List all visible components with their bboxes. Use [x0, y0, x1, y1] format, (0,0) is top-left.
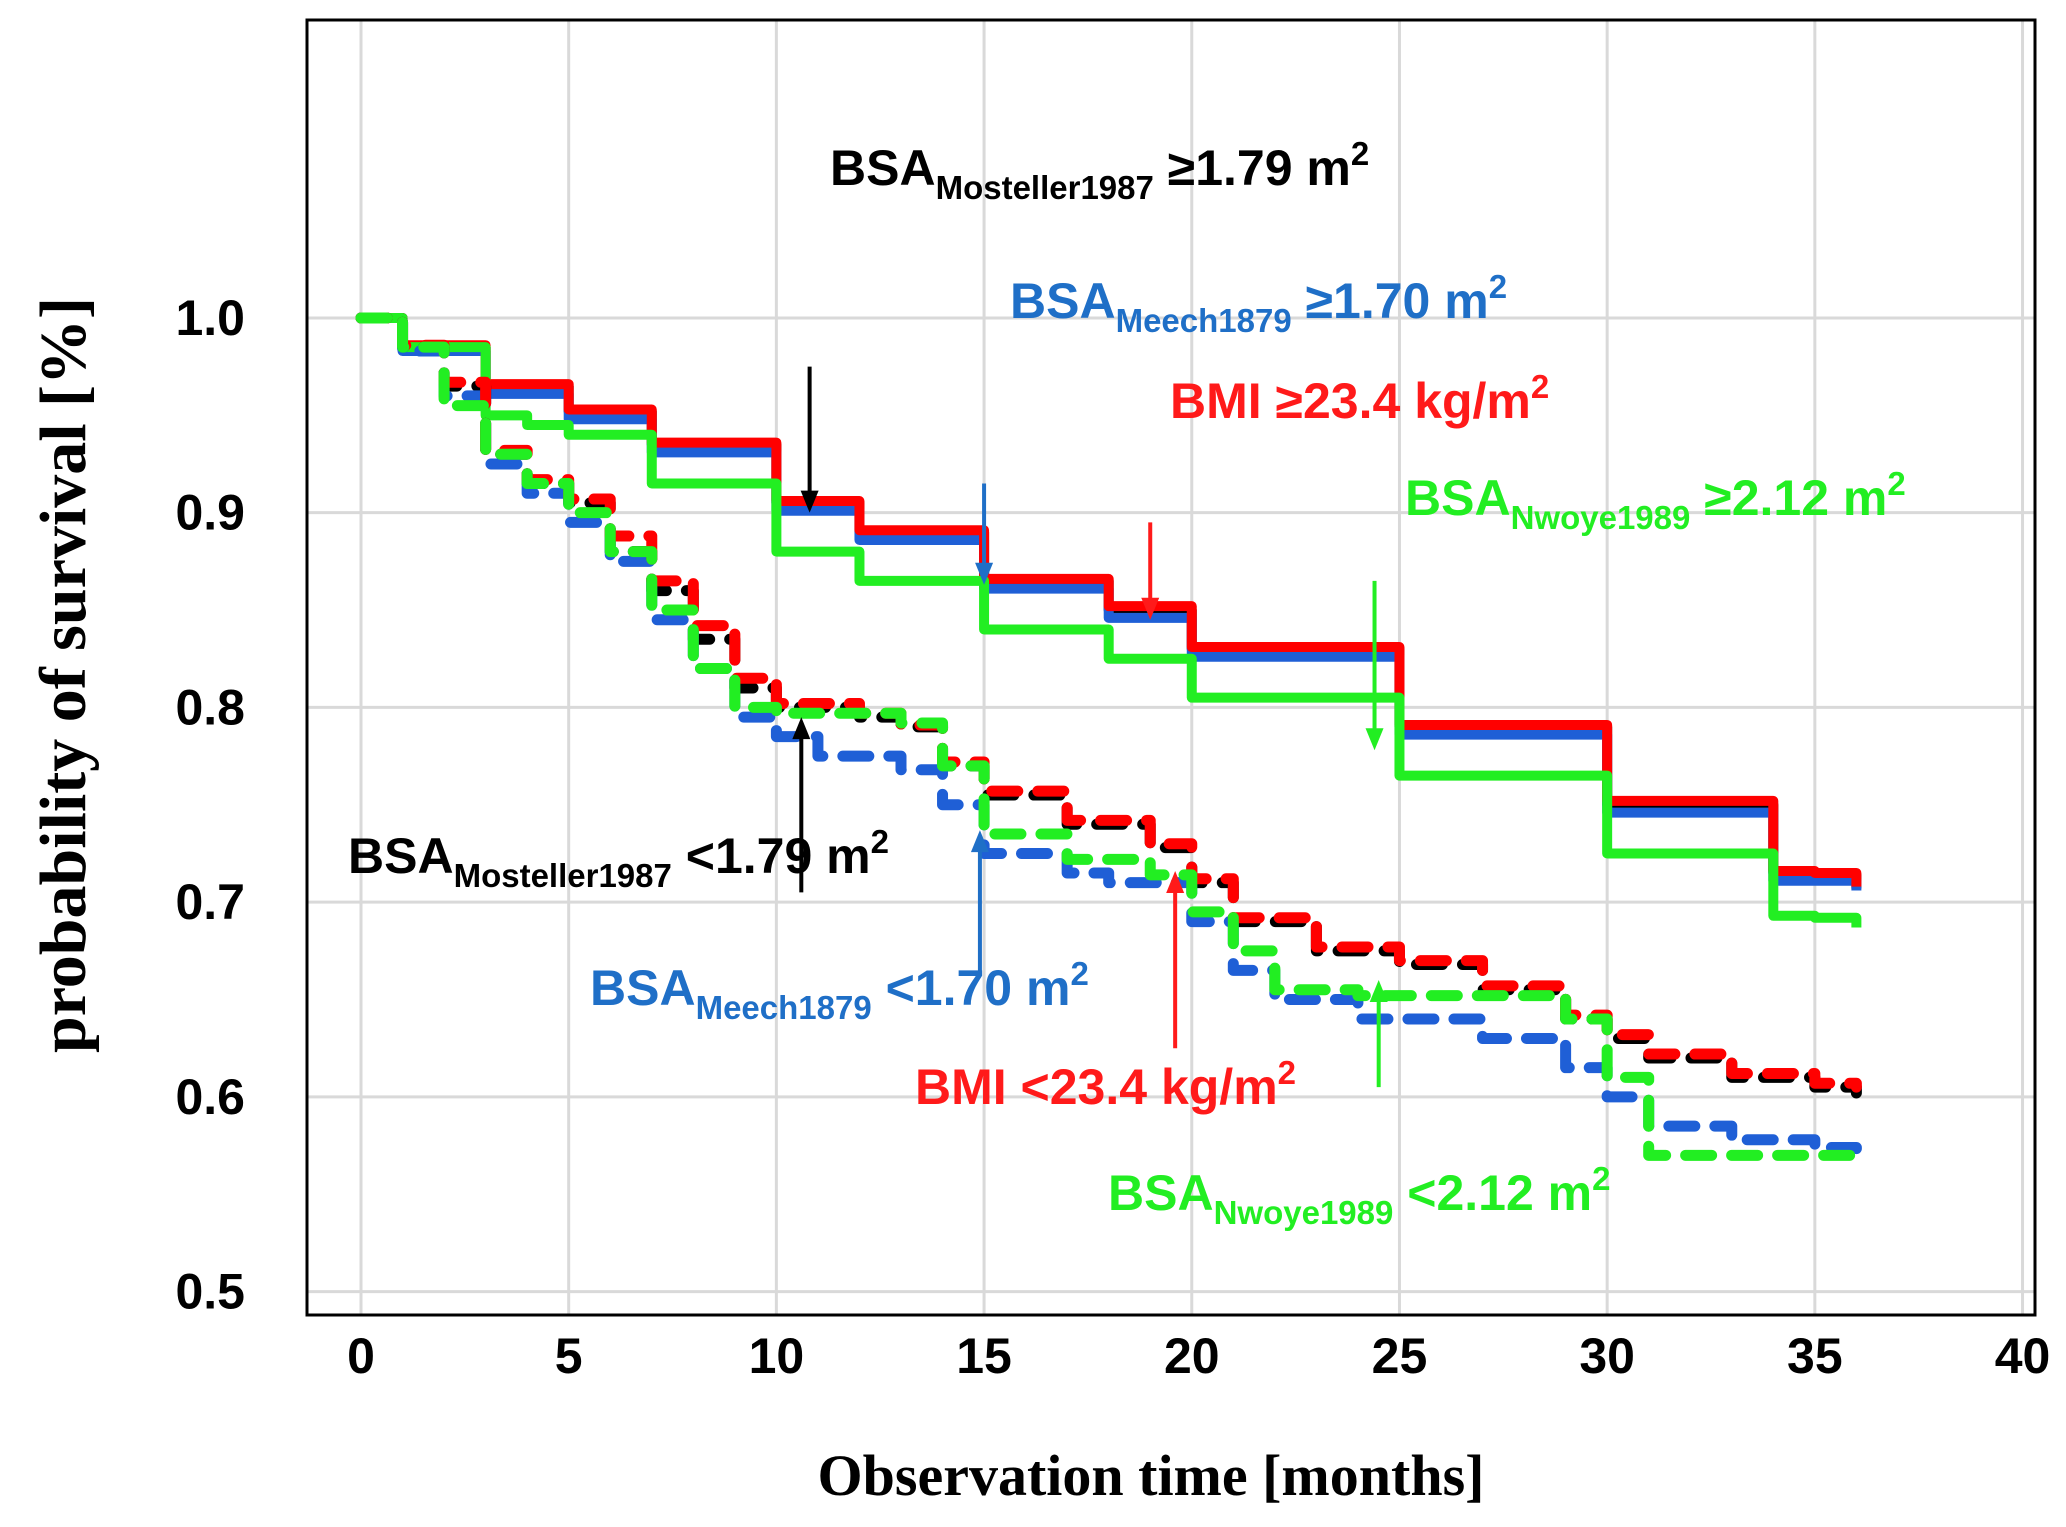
x-tick-label: 10 [749, 1328, 805, 1384]
annotation-label: BSANwoye1989 <2.12 m2 [1108, 1160, 1610, 1231]
annotation-label: BMI ≥23.4 kg/m2 [1170, 368, 1549, 429]
y-tick-labels: 1.0 0.9 0.8 0.7 0.6 0.5 [175, 290, 245, 1320]
annotation-arrow-head [1166, 871, 1185, 893]
annotation-label: BSANwoye1989 ≥2.12 m2 [1405, 465, 1906, 536]
grid-lines [307, 20, 2035, 1315]
x-tick-label: 20 [1164, 1328, 1220, 1384]
y-tick-label: 0.6 [175, 1069, 245, 1125]
annotation-label: BSAMosteller1987 <1.79 m2 [348, 823, 889, 894]
annotation-arrow-head [1365, 728, 1384, 751]
annotation-label: BMI <23.4 kg/m2 [915, 1054, 1296, 1115]
annotation-arrow-head [1369, 980, 1388, 1003]
series-line-2 [361, 312, 1862, 887]
annotation-label: BSAMosteller1987 ≥1.79 m2 [830, 135, 1369, 206]
series-group [355, 312, 1862, 1161]
annotation-arrow-head [1141, 597, 1160, 620]
y-tick-label: 0.8 [175, 679, 245, 735]
annotation-label: BSAMeech1879 ≥1.70 m2 [1010, 268, 1507, 339]
x-tick-label: 35 [1787, 1328, 1843, 1384]
annotation-labels: BSAMosteller1987 ≥1.79 m2 BSAMeech1879 ≥1… [348, 135, 1906, 1231]
plot-frame [305, 18, 2037, 1317]
x-tick-label: 5 [555, 1328, 583, 1384]
series-line-7 [355, 312, 1862, 1161]
x-tick-label: 25 [1372, 1328, 1428, 1384]
annotation-label: BSAMeech1879 <1.70 m2 [590, 955, 1089, 1026]
x-tick-label: 30 [1579, 1328, 1635, 1384]
y-tick-label: 0.7 [175, 874, 245, 930]
x-tick-labels: 0 5 10 15 20 25 30 35 40 [347, 1328, 2050, 1384]
series-line-5 [355, 312, 1862, 1157]
x-tick-label: 15 [956, 1328, 1012, 1384]
y-tick-label: 0.9 [175, 485, 245, 541]
y-tick-label: 0.5 [175, 1264, 245, 1320]
x-tick-label: 40 [1995, 1328, 2051, 1384]
annotation-arrow-head [792, 717, 811, 740]
y-tick-label: 1.0 [175, 290, 245, 346]
annotation-arrows [792, 366, 1388, 1088]
annotation-arrow-head [975, 562, 994, 585]
annotation-arrow-head [800, 490, 819, 513]
y-axis-label: probability of survival [%] [27, 297, 100, 1053]
x-tick-label: 0 [347, 1328, 375, 1384]
annotation-arrow-head [970, 830, 989, 853]
x-axis-label: Observation time [months] [818, 1443, 1485, 1508]
